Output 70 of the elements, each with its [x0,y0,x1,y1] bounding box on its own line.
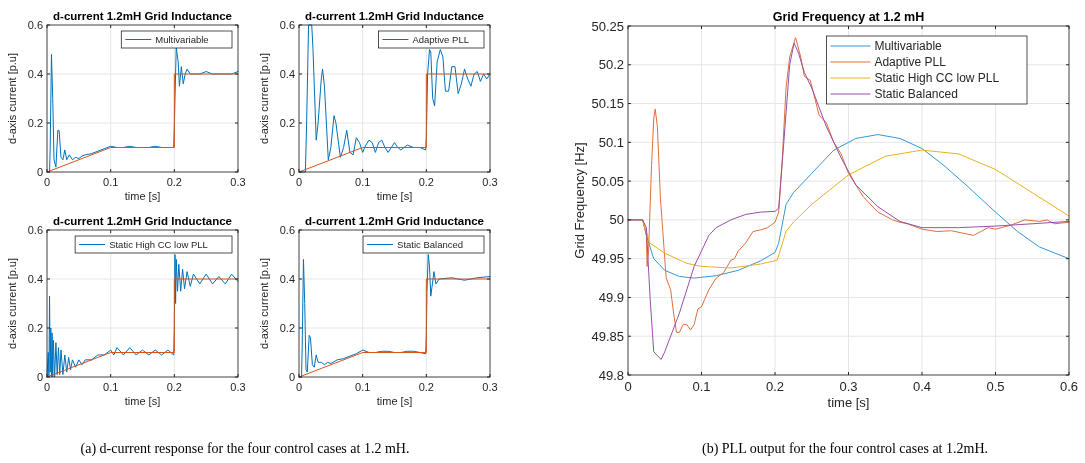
y-tick-label: 0 [36,370,43,383]
y-tick-label: 0 [288,165,295,178]
legend-label: Static Balanced [397,238,464,250]
y-tick-label: 50 [609,212,624,228]
y-tick-label: 49.9 [598,289,624,305]
legend-label: Multivariable [155,33,209,45]
x-tick-label: 0.1 [103,381,119,393]
chart-title: Grid Frequency at 1.2 mH [772,10,925,24]
y-tick-label: 0.6 [27,223,43,236]
x-tick-label: 0.2 [166,176,182,188]
x-tick-label: 0.5 [986,379,1005,394]
y-tick-label: 0 [288,370,295,383]
x-axis-title: time [s] [124,190,161,202]
y-tick-label: 0.6 [279,18,295,31]
y-tick-label: 50.15 [591,96,624,112]
y-tick-label: 0.4 [27,67,43,80]
x-axis-title: time [s] [124,395,161,407]
legend-label: Static Balanced [874,87,958,102]
x-tick-label: 0.3 [839,379,858,394]
y-tick-label: 0.6 [27,18,43,31]
x-axis-title: time [s] [376,190,413,202]
legend-label: Adaptive PLL [412,33,469,45]
y-tick-label: 0.4 [279,67,295,80]
y-tick-label: 0.4 [27,272,43,285]
legend-label: Multivariable [874,39,943,54]
x-tick-label: 0.3 [482,176,498,188]
legend-label: Static High CC low PLL [109,238,208,250]
x-tick-label: 0.3 [230,176,246,188]
chart-title: d-current 1.2mH Grid Inductance [53,10,232,22]
y-tick-label: 0.4 [279,272,295,285]
y-axis-title: d-axis current [p.u] [6,52,18,145]
x-tick-label: 0.1 [355,176,371,188]
x-tick-label: 0.1 [692,379,711,394]
y-axis-title: d-axis current [p.u] [258,257,270,350]
y-tick-label: 50.1 [598,134,624,150]
x-tick-label: 0.4 [912,379,932,394]
y-tick-label: 0.6 [279,223,295,236]
y-axis-title: d-axis current [p.u] [6,257,18,350]
x-tick-label: 0.1 [103,176,119,188]
y-tick-label: 0.2 [27,116,43,129]
y-tick-label: 0.2 [27,321,43,334]
legend-label: Adaptive PLL [874,55,947,70]
x-tick-label: 0.2 [765,379,785,394]
x-tick-label: 0.3 [230,381,246,393]
x-tick-label: 0.2 [418,176,434,188]
y-tick-label: 49.8 [598,367,624,383]
y-tick-label: 49.95 [591,251,624,267]
x-tick-label: 0.2 [166,381,182,393]
x-tick-label: 0.2 [418,381,434,393]
y-axis-title: Grid Frequency [Hz] [572,142,587,259]
x-tick-label: 0.1 [355,381,371,393]
y-tick-label: 0 [36,165,43,178]
y-tick-label: 50.2 [598,57,624,73]
y-tick-label: 49.85 [591,328,624,344]
y-tick-label: 50.05 [591,173,624,189]
chart-title: d-current 1.2mH Grid Inductance [305,10,484,22]
line-series [298,24,491,173]
chart-title: d-current 1.2mH Grid Inductance [305,215,484,227]
text: (a) d-current response for the four control cases at 1.2 mH. [80,441,410,457]
y-axis-title: d-axis current [p.u] [258,52,270,145]
x-axis-title: time [s] [827,395,870,410]
chart-title: d-current 1.2mH Grid Inductance [53,215,232,227]
x-tick-label: 0.6 [1059,379,1079,394]
y-tick-label: 0.2 [279,321,295,334]
y-tick-label: 50.25 [591,18,624,34]
text: (b) PLL output for the four control cases at 1.2mH. [701,441,989,457]
x-axis-title: time [s] [376,395,413,407]
legend-label: Static High CC low PLL [874,71,1000,86]
x-tick-label: 0.3 [482,381,498,393]
y-tick-label: 0.2 [279,116,295,129]
